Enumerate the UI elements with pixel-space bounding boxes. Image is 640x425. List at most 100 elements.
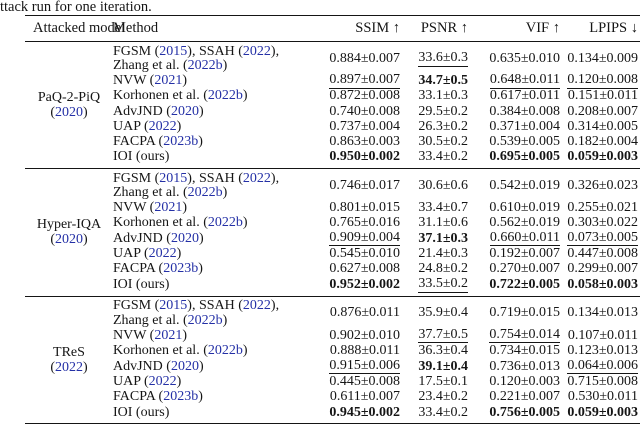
metric-value-cell: 0.542±0.019 [468,178,560,193]
table-row: NVW (2021) 0.801±0.015 33.4±0.7 0.610±0.019… [25,200,640,215]
citation-link[interactable]: 2023b [163,134,199,150]
metric-value: 33.4±0.2 [418,149,468,165]
metric-value-cell: 0.719±0.015 [468,306,560,320]
text-segment: IOI (ours) [113,276,170,292]
metric-value-cell: 30.6±0.6 [400,178,468,193]
metric-value: 21.4±0.3 [418,246,468,262]
metric-value-cell: 0.617±0.011 [468,89,560,103]
metric-value: 0.695±0.005 [489,149,560,165]
method-cell: AdvJND (2020) [113,230,310,246]
table-row: FACPA (2023b) 0.611±0.007 23.4±0.2 0.221±0.… [25,390,640,405]
metric-value: 33.5±0.2 [418,276,468,293]
citation-link[interactable]: 2022b [187,57,223,73]
metric-value: 31.1±0.6 [418,215,468,231]
metric-value-cell: 0.660±0.011 [468,230,560,247]
table-row: UAP (2022) 0.737±0.004 26.3±0.2 0.371±0.004… [25,119,640,134]
citation-link[interactable]: 2020 [55,105,83,121]
citation-link[interactable]: 2022b [207,343,243,359]
citation-link[interactable]: 2022b [207,215,243,231]
citation-link[interactable]: 2021 [154,199,183,215]
method-cell: FACPA (2023b) [113,390,310,404]
metric-value-cell: 0.695±0.005 [468,150,560,164]
citation-link[interactable]: 2015 [159,43,188,59]
citation-link[interactable]: 2022 [55,360,83,376]
metric-value: 0.384±0.008 [489,103,560,119]
metric-value-cell: 0.740±0.008 [310,104,400,119]
citation-link[interactable]: 2022 [242,43,271,59]
method-line: AdvJND (2020) [113,103,310,119]
metric-value-cell: 0.134±0.013 [560,306,638,320]
metric-value-cell: 0.801±0.015 [310,200,400,215]
text-segment: UAP ( [113,246,149,262]
metric-value-cell: 0.915±0.006 [310,358,400,375]
metric-value: 33.4±0.7 [418,199,468,215]
text-segment: ( [50,360,55,376]
table-top-rule [25,15,640,16]
text-segment: ) [182,72,188,88]
citation-link[interactable]: 2020 [55,232,83,248]
citation-link[interactable]: 2022 [148,374,177,390]
metric-value-cell: 0.884±0.007 [310,51,400,66]
text-segment: AdvJND ( [113,230,171,246]
metric-value-cell: 0.384±0.008 [468,103,560,119]
citation-link[interactable]: 2022b [187,312,223,328]
model-group: Hyper-IQA (2020) FGSM (2015), SSAH (2022),… [25,169,640,296]
method-cell: FGSM (2015), SSAH (2022), Zhang et al. (2… [113,170,310,200]
metric-value-cell: 0.208±0.007 [560,103,638,119]
metric-value: 0.545±0.010 [329,246,400,262]
text-segment: Korhonen et al. ( [113,343,208,359]
metric-value: 0.182±0.004 [567,134,638,150]
metric-value-cell: 0.303±0.022 [560,215,638,231]
citation-link[interactable]: 2020 [170,103,199,119]
metric-value: 0.270±0.007 [489,261,560,277]
metric-value: 0.221±0.007 [489,389,560,405]
table-row: AdvJND (2020) 0.909±0.004 37.1±0.3 0.660±0.… [25,230,640,247]
citation-link[interactable]: 2023b [163,389,199,405]
metric-value: 0.736±0.013 [489,358,560,374]
metric-value: 0.611±0.007 [329,389,400,405]
citation-link[interactable]: 2015 [159,170,188,186]
metric-value-cell: 0.872±0.008 [310,89,400,103]
citation-link[interactable]: 2022 [148,246,177,262]
citation-link[interactable]: 2023b [163,261,199,277]
citation-link[interactable]: 2020 [170,230,199,246]
table-row: AdvJND (2020) 0.740±0.008 29.5±0.2 0.384±0.… [25,104,640,119]
attacked-model-cell: TReS (2022) [25,345,113,375]
text-segment: FGSM ( [113,170,160,186]
method-line: Korhonen et al. (2022b) [113,343,310,359]
metric-value: 0.208±0.007 [567,103,638,119]
metric-value: 0.255±0.021 [567,199,638,215]
metric-value: 35.9±0.4 [418,305,468,321]
metric-value-cell: 33.4±0.7 [400,199,468,215]
method-cell: FGSM (2015), SSAH (2022), Zhang et al. (2… [113,43,310,73]
citation-link[interactable]: 2022b [207,88,243,104]
metric-value-cell: 0.756±0.005 [468,405,560,420]
metric-value: 0.303±0.022 [567,215,638,231]
method-cell: UAP (2022) [113,118,310,134]
table-body: PaQ-2-PiQ (2020) FGSM (2015), SSAH (2022),… [25,42,640,423]
citation-link[interactable]: 2015 [159,298,188,314]
citation-link[interactable]: 2022b [187,184,223,200]
metric-value-cell: 0.635±0.010 [468,51,560,66]
metric-value-cell: 0.765±0.016 [310,215,400,230]
metric-value-cell: 33.4±0.2 [400,405,468,420]
citation-link[interactable]: 2022 [242,170,271,186]
citation-link[interactable]: 2020 [170,358,199,374]
metric-value-cell: 35.9±0.4 [400,306,468,320]
citation-link[interactable]: 2021 [154,327,183,343]
method-line: FACPA (2023b) [113,135,310,149]
metric-value-cell: 0.371±0.004 [468,119,560,134]
metric-value-cell: 0.445±0.008 [310,374,400,389]
metric-value-cell: 0.120±0.003 [468,374,560,389]
text-segment: Korhonen et al. ( [113,88,208,104]
metric-value: 36.3±0.4 [418,343,468,359]
method-line: UAP (2022) [113,374,310,390]
citation-link[interactable]: 2022 [148,118,177,134]
group-separator-rule [25,295,640,297]
metric-value: 0.888±0.011 [329,343,400,359]
metric-value-cell: 0.627±0.008 [310,262,400,276]
citation-link[interactable]: 2021 [154,72,183,88]
citation-link[interactable]: 2022 [242,298,271,314]
text-segment: ) [176,374,182,390]
table-row: FGSM (2015), SSAH (2022), Zhang et al. (2… [25,170,640,201]
